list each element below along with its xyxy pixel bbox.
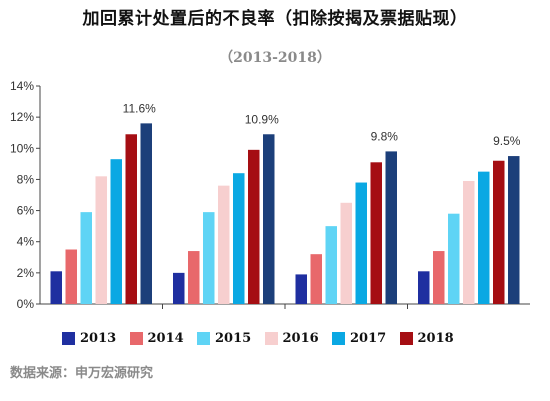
legend-item: 2014 [129,328,184,348]
bar [433,251,445,304]
y-tick-label: 0% [17,297,35,311]
data-label: 9.5% [493,134,521,148]
legend-item: 2018 [399,328,454,348]
bar [50,271,62,304]
legend-label: 2018 [417,330,454,346]
bar [310,254,322,304]
y-axis: 0% 2% 4% 6% 8% 10% 12% 14% [10,79,41,311]
legend-label: 2014 [147,330,184,346]
legend-item: 2013 [62,328,116,348]
bar [463,180,475,304]
y-tick-label: 8% [17,172,35,186]
bar [418,271,430,304]
bar [370,162,382,304]
legend-swatch [129,331,143,345]
x-axis [40,303,530,309]
bar [295,274,307,304]
chart-subtitle: （2013-2018） [219,50,331,66]
data-label: 11.6% [123,101,156,115]
bar [233,173,245,304]
bar [218,185,230,304]
bar [110,159,122,304]
y-tick-label: 4% [17,235,35,249]
bar [448,213,460,304]
bar [140,123,152,305]
bar [385,151,397,304]
bar [340,202,352,304]
source-note: 数据来源：申万宏源研究 [10,366,154,381]
bar [508,156,520,304]
bar [65,249,77,304]
bar [188,251,200,304]
legend-swatch [399,331,413,345]
y-tick-label: 12% [10,110,34,124]
data-label: 9.8% [371,129,399,143]
legend-label: 2017 [350,330,387,346]
bars [50,123,520,305]
legend-swatch [62,331,75,345]
data-labels: 11.6% 10.9% 9.8% 9.5% [123,101,521,148]
bar [325,226,337,304]
legend-item: 2016 [264,328,319,348]
chart-title: 加回累计处置后的不良率（扣除按揭及票据贴现） [82,9,468,29]
bar [80,212,92,304]
bar [125,134,137,304]
data-label: 10.9% [245,112,279,126]
bar [248,149,260,304]
legend-swatch [264,331,278,345]
y-tick-label: 10% [10,141,34,155]
bar [493,160,505,304]
bar [203,212,215,304]
bar [355,182,367,304]
legend: 2013 2014 2015 2016 2017 2018 [0,328,550,348]
legend-item: 2015 [197,328,251,348]
y-tick-label: 14% [10,79,34,93]
y-tick-label: 6% [17,204,35,218]
legend-swatch [332,331,345,345]
y-tick-label: 2% [17,266,35,280]
legend-item: 2017 [332,328,386,348]
legend-label: 2016 [282,330,319,346]
bar [263,134,275,304]
bar [173,272,185,304]
legend-label: 2015 [215,330,252,346]
bar [478,171,490,304]
legend-swatch [197,331,210,345]
bar [95,176,107,304]
legend-label: 2013 [80,330,117,346]
